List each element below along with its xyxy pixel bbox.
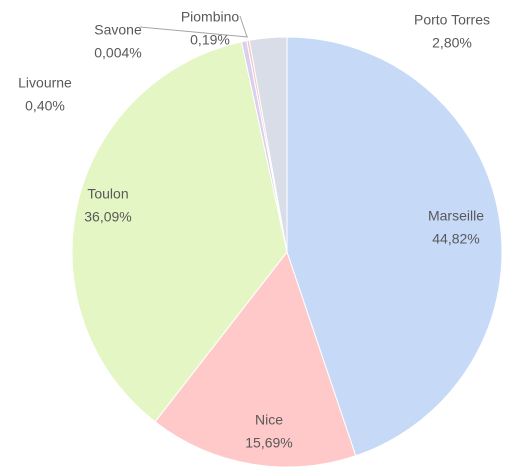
slice-value-label: 0,19% — [190, 32, 230, 48]
slice-label: Porto Torres — [414, 12, 490, 28]
slice-label: Nice — [255, 412, 283, 428]
pie-slice — [248, 36, 288, 253]
leader-line — [139, 26, 249, 38]
slice-value-label: 2,80% — [432, 35, 472, 51]
pie — [71, 36, 503, 468]
slice-value-label: 36,09% — [84, 209, 131, 225]
slice-label: Toulon — [87, 186, 128, 202]
slice-value-label: 0,40% — [25, 98, 65, 114]
slice-value-label: 15,69% — [245, 435, 292, 451]
pie-slice — [286, 36, 503, 457]
slice-label: Marseille — [428, 208, 484, 224]
pie-slice — [71, 41, 288, 423]
slice-value-label: 0,004% — [94, 45, 141, 61]
slice-value-label: 44,82% — [432, 231, 479, 247]
pie-slice — [154, 250, 357, 468]
slice-label: Savone — [94, 22, 142, 38]
leader-line — [239, 15, 248, 38]
slice-label: Livourne — [18, 75, 72, 91]
slice-label: Piombino — [181, 9, 240, 25]
